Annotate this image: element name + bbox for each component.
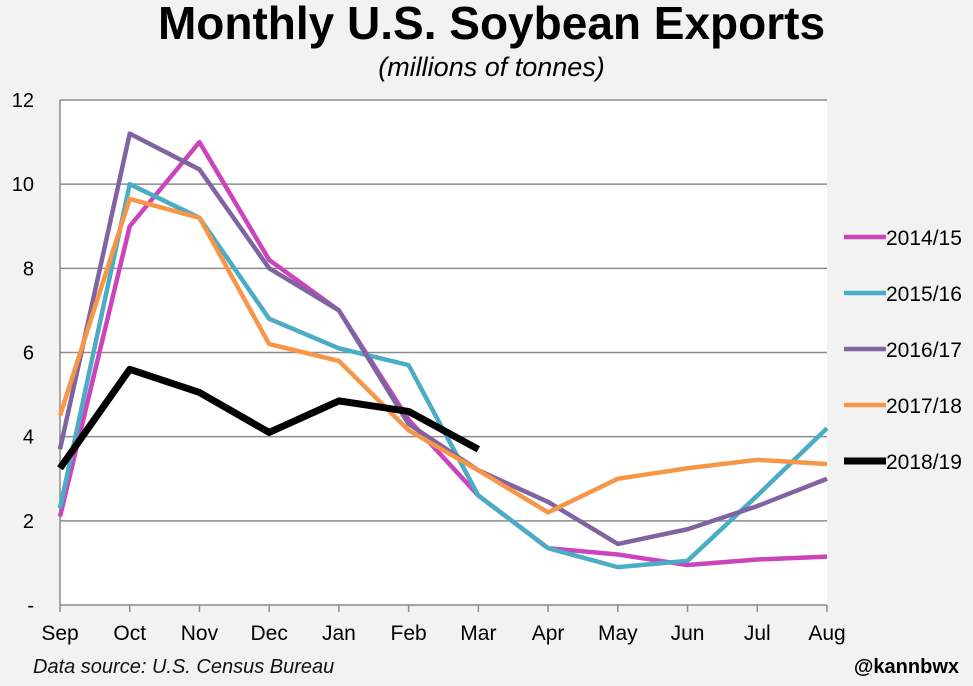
x-tick-label: Jun [671,622,705,645]
series-line-2017-18 [57,196,828,515]
y-axis-ticks: - 2 4 6 8 10 12 [12,90,34,617]
x-tick-label: Mar [460,622,496,645]
series-line-2018-19 [57,365,481,471]
legend-label: 2015/16 [886,283,962,306]
x-tick-label: Apr [532,622,565,645]
gridlines [60,99,827,522]
y-tick-label: 10 [12,174,34,196]
legend-label: 2016/17 [886,339,962,362]
x-tick-label: Feb [391,622,427,645]
x-tick-label: Sep [41,622,78,645]
legend: 2014/15 2015/16 2016/17 2017/18 2018/19 [844,227,962,474]
series-line-2014-15 [57,139,828,568]
author-handle: @kannbwx [853,656,959,678]
x-tick-label: Aug [808,622,845,645]
x-tick-label: Nov [181,622,219,645]
y-tick-label: 6 [23,343,34,365]
y-tick-label: 4 [23,427,34,449]
legend-label: 2017/18 [886,395,962,418]
y-tick-label: 2 [23,511,34,533]
x-tick-label: Jul [744,622,771,645]
series-line-2016-17 [57,131,828,547]
y-tick-label: 8 [23,258,34,280]
chart-title: Monthly U.S. Soybean Exports [157,0,826,49]
y-tick-label: - [27,595,34,617]
x-axis-ticks: Sep Oct Nov Dec Jan Feb Mar Apr May Jun Jul Aug [41,605,846,645]
x-tick-label: Dec [251,622,288,645]
x-tick-label: Jan [322,622,356,645]
x-tick-label: Oct [113,622,146,645]
y-tick-label: 12 [12,90,34,112]
data-source-note: Data source: U.S. Census Bureau [33,656,335,678]
x-tick-label: May [598,622,638,645]
chart-subtitle: (millions of tonnes) [378,52,605,82]
axes [59,100,827,606]
series-lines [57,131,829,570]
legend-label: 2018/19 [886,451,962,474]
legend-label: 2014/15 [886,227,962,250]
